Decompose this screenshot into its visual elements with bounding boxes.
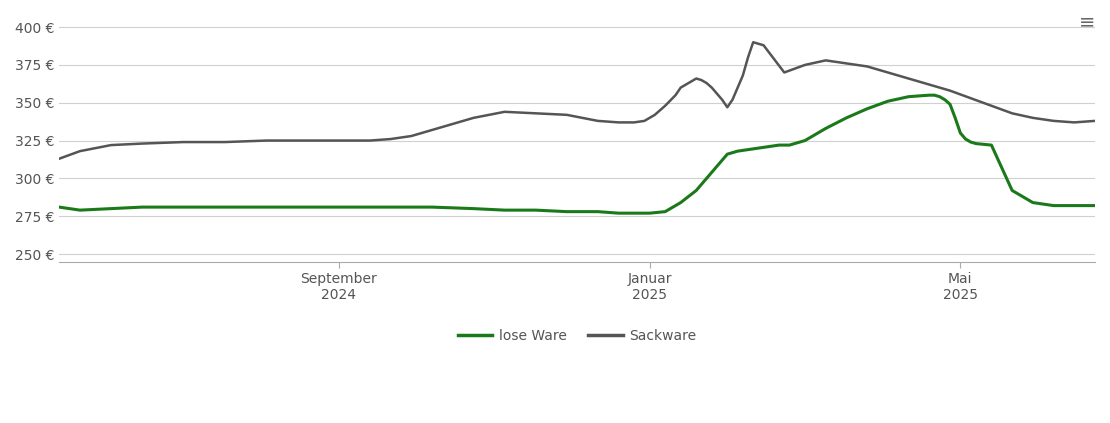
Legend: lose Ware, Sackware: lose Ware, Sackware	[452, 323, 703, 348]
Text: ≡: ≡	[1079, 13, 1096, 32]
